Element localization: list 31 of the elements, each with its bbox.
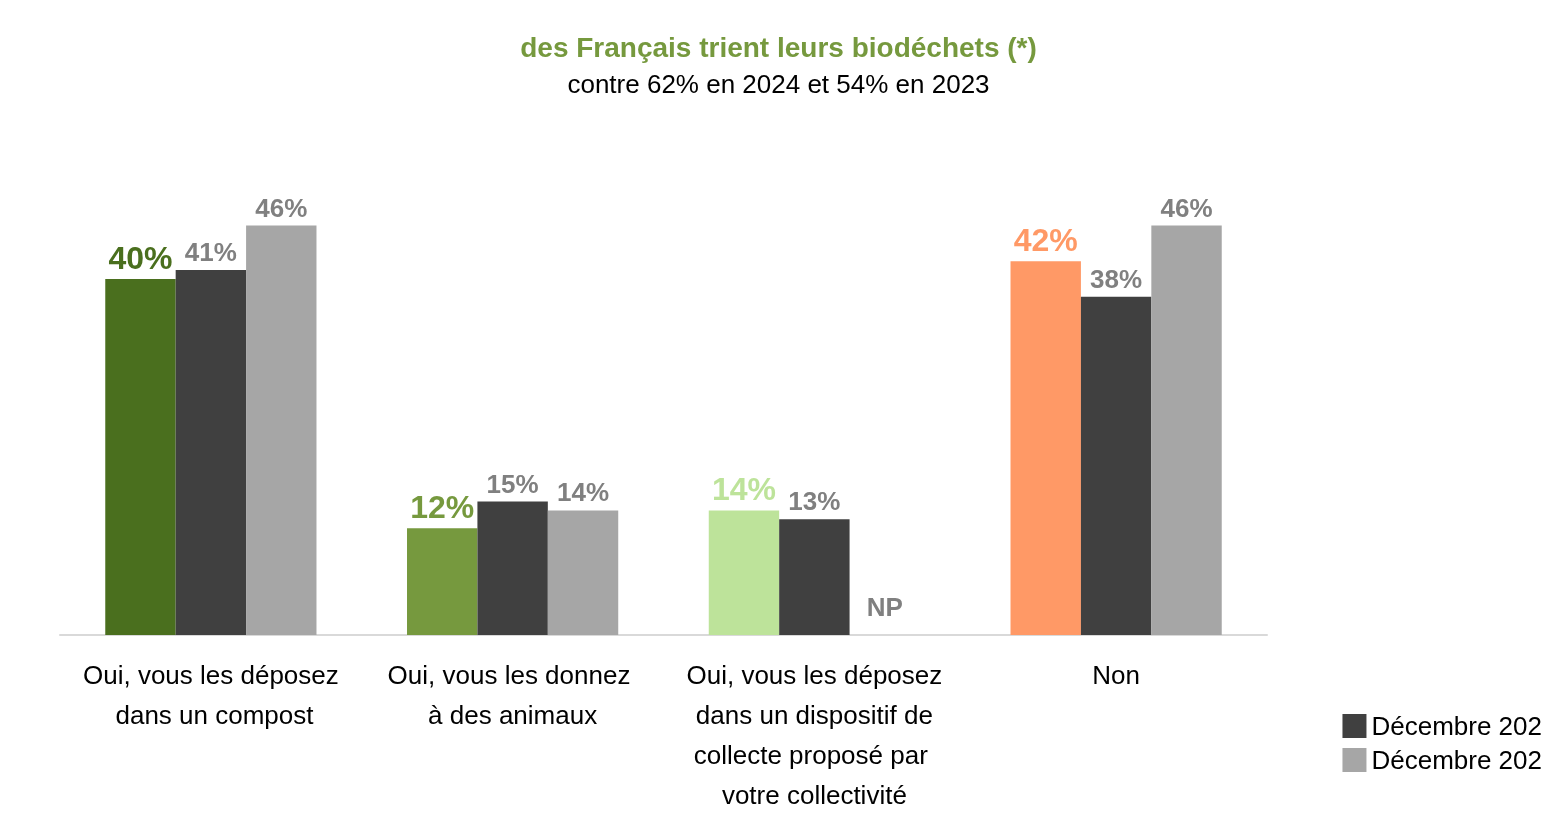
- data-label: 41%: [184, 237, 237, 268]
- x-tick-label: Oui, vous les déposez dans un compost: [82, 660, 339, 730]
- data-label: 15%: [486, 468, 539, 499]
- x-tick-label: Oui, vous les donnez à des animaux: [387, 660, 638, 730]
- bar: [1080, 296, 1152, 635]
- data-label: 14%: [711, 471, 776, 508]
- data-label: 12%: [410, 489, 475, 526]
- data-label: 38%: [1090, 263, 1143, 294]
- chart-subtitle: contre 62% en 2024 et 54% en 2023: [567, 69, 990, 99]
- bar: [175, 270, 247, 635]
- bar: [407, 528, 478, 635]
- data-label: 46%: [1160, 192, 1213, 223]
- chart-title: des Français trient leurs biodéchets (*): [520, 31, 1037, 63]
- x-tick-label: Oui, vous les déposez dans un dispositif de collecte proposé par votre collectivité: [686, 660, 943, 810]
- data-label: 46%: [255, 192, 308, 223]
- data-label: 13%: [788, 486, 841, 517]
- data-label: 14%: [557, 477, 610, 508]
- data-label: 40%: [108, 240, 173, 276]
- bar: [105, 279, 176, 635]
- bar: [779, 519, 850, 635]
- bar: [547, 510, 619, 635]
- legend-label: Décembre 202: [1371, 745, 1543, 775]
- data-label: 42%: [1013, 222, 1078, 259]
- bar: [1010, 261, 1081, 635]
- text: NP: [866, 592, 903, 622]
- legend-label: Décembre 202: [1371, 711, 1543, 741]
- x-tick-label: Non: [1092, 660, 1140, 690]
- bar: [1151, 225, 1222, 635]
- bar: [708, 510, 780, 635]
- bar: [246, 225, 317, 635]
- bar: [477, 501, 548, 635]
